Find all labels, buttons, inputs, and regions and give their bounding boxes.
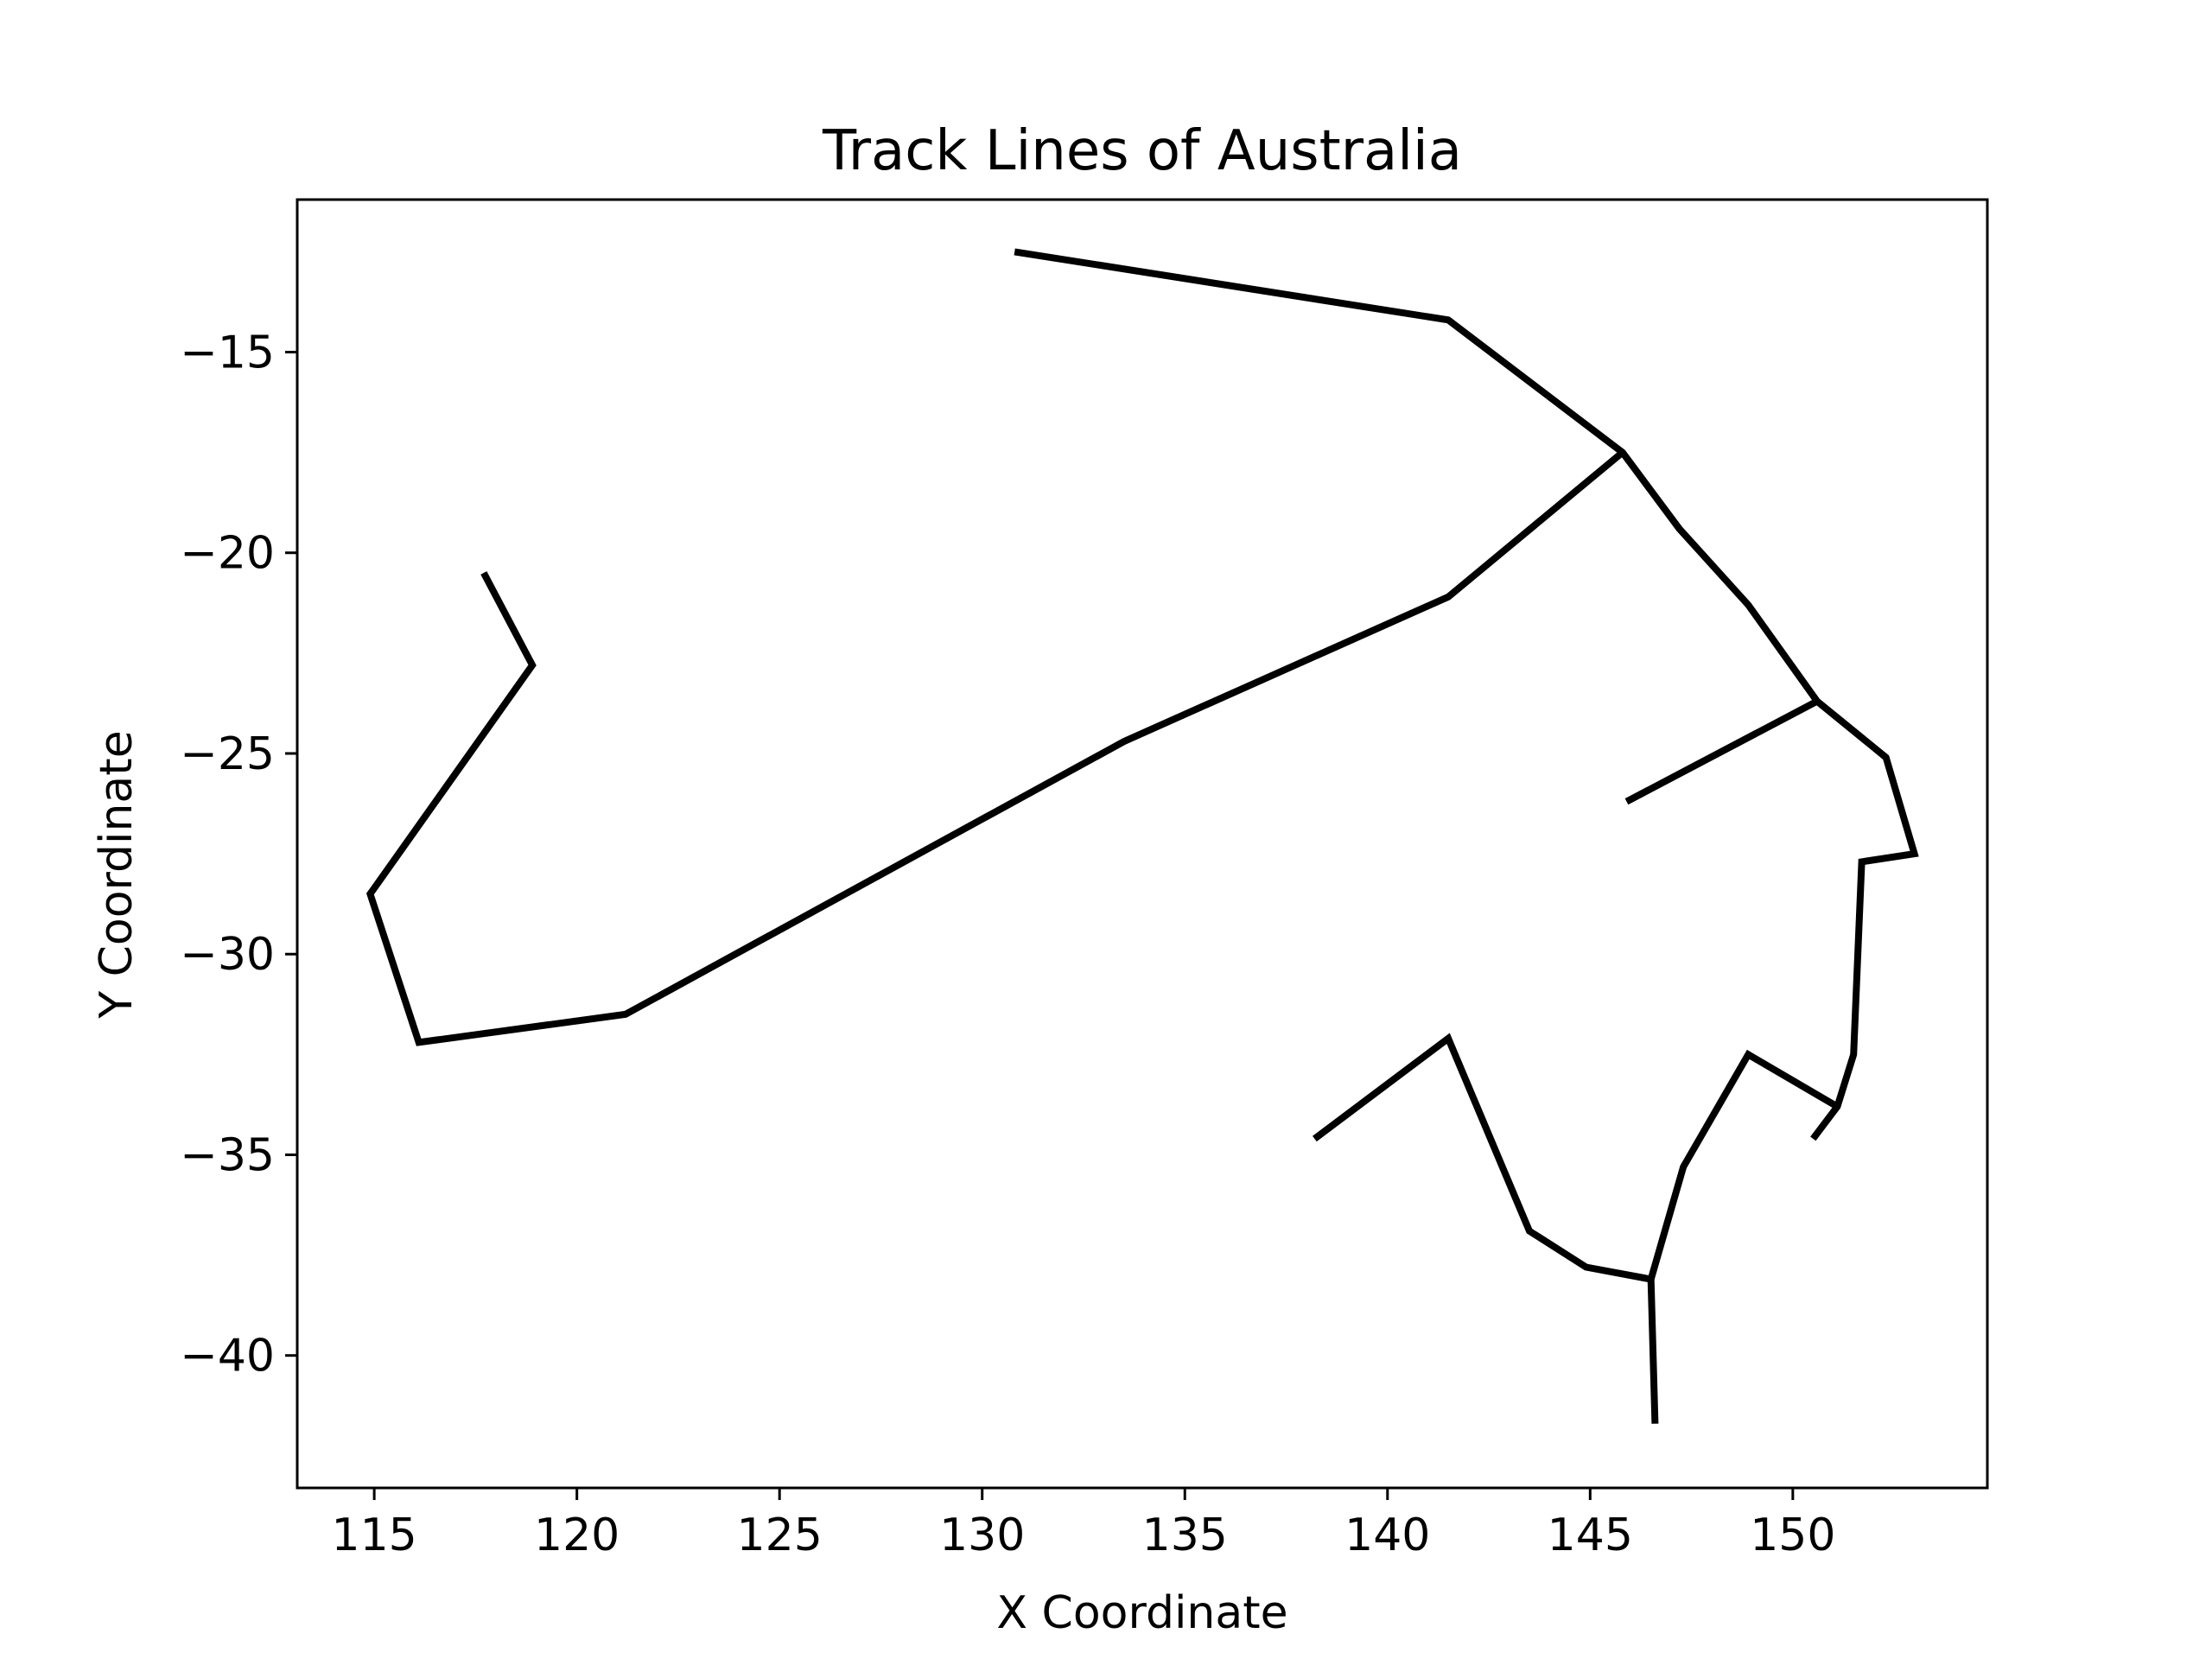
x-axis-label: X Coordinate xyxy=(996,1587,1287,1639)
x-axis-ticks: 115 120 125 130 135 140 145 150 xyxy=(331,1488,1835,1561)
y-tick-label: −35 xyxy=(180,1129,275,1181)
track-line-1 xyxy=(1014,248,1919,1141)
track-line-5 xyxy=(1647,1279,1659,1424)
track-line-2 xyxy=(365,449,1625,1046)
y-tick-label: −20 xyxy=(180,528,275,580)
chart-title: Track Lines of Australia xyxy=(822,119,1462,183)
x-tick-label: 135 xyxy=(1142,1510,1228,1561)
x-tick-label: 115 xyxy=(331,1510,416,1561)
y-axis-label: Y Coordinate xyxy=(91,730,143,1019)
track-line-4 xyxy=(1312,1033,1840,1284)
x-tick-label: 140 xyxy=(1344,1510,1430,1561)
y-axis-ticks: −15 −20 −25 −30 −35 −40 xyxy=(180,327,297,1382)
y-tick-label: −40 xyxy=(180,1331,275,1382)
y-tick-label: −25 xyxy=(180,728,275,780)
track-line-3 xyxy=(1624,698,1819,805)
track-lines xyxy=(365,248,1919,1424)
y-tick-label: −15 xyxy=(180,327,275,379)
x-tick-label: 130 xyxy=(939,1510,1025,1561)
x-tick-label: 125 xyxy=(737,1510,823,1561)
x-tick-label: 120 xyxy=(534,1510,620,1561)
y-tick-label: −30 xyxy=(180,929,275,981)
plot-frame xyxy=(296,198,1989,1490)
x-tick-label: 150 xyxy=(1750,1510,1835,1561)
x-tick-label: 145 xyxy=(1548,1510,1633,1561)
